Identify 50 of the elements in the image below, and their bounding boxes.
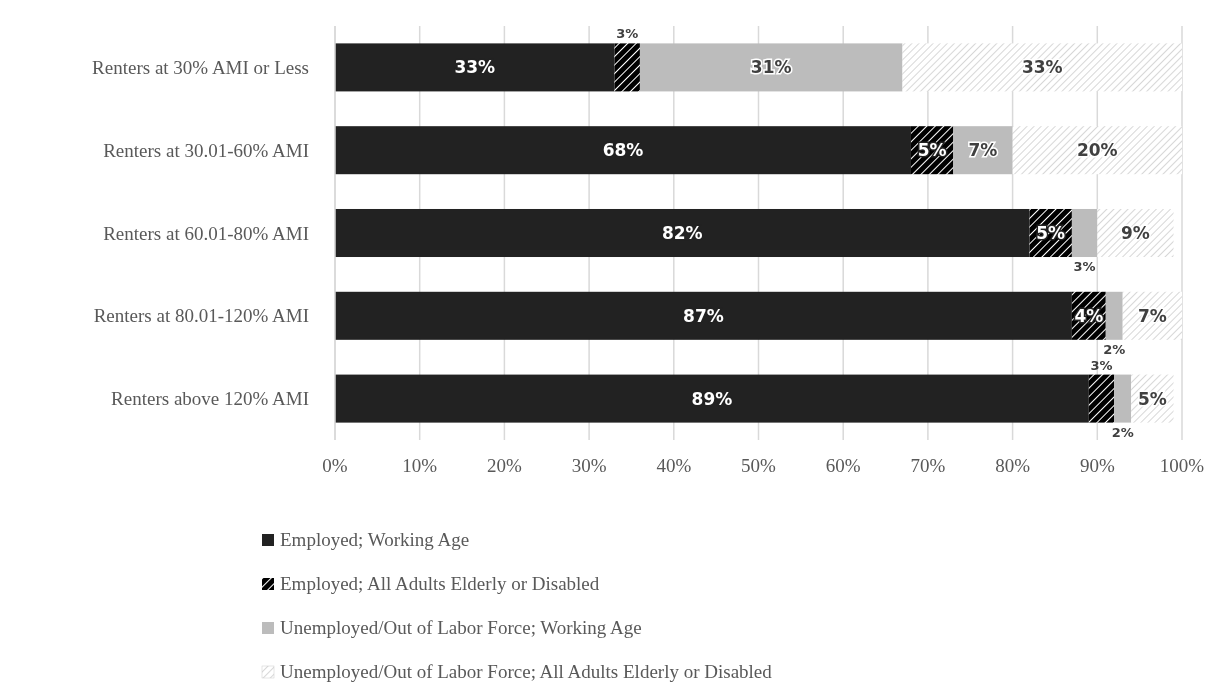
bar [614, 43, 640, 92]
y-tick-label: Renters at 30% AMI or Less [92, 57, 309, 79]
x-tick-label: 60% [825, 455, 861, 476]
x-tick-label: 40% [656, 455, 692, 476]
data-label: 7% [968, 140, 998, 161]
bar [335, 43, 615, 92]
data-label: 5% [1137, 388, 1167, 409]
data-label: 33% [1021, 57, 1063, 78]
bar [335, 291, 1072, 340]
bar [1071, 208, 1098, 258]
legend-label: Unemployed/Out of Labor Force; Working Age [280, 617, 642, 638]
x-tick-label: 0% [322, 455, 348, 476]
bar [335, 126, 911, 175]
bar [639, 43, 903, 92]
data-label: 87% [683, 305, 724, 326]
y-tick-label: Renters at 30.01-60% AMI [103, 139, 309, 161]
x-tick-label: 20% [486, 455, 522, 476]
bar [1105, 291, 1123, 340]
data-label: 9% [1120, 222, 1150, 243]
legend-label: Employed; All Adults Elderly or Disabled [280, 573, 600, 594]
y-tick-label: Renters above 120% AMI [111, 388, 309, 410]
bar [1088, 374, 1115, 423]
data-label: 3% [616, 26, 639, 42]
x-tick-label: 30% [571, 455, 607, 476]
bar [335, 374, 1089, 423]
bar [1114, 374, 1132, 423]
bar [1012, 126, 1182, 175]
data-label: 2% [1103, 341, 1126, 357]
data-label: 3% [1073, 259, 1096, 275]
data-label: 20% [1076, 140, 1118, 161]
x-tick-label: 100% [1159, 455, 1205, 476]
x-tick-label: 70% [910, 455, 946, 476]
x-tick-label: 90% [1079, 455, 1115, 476]
y-tick-label: Renters at 60.01-80% AMI [103, 222, 309, 244]
x-tick-label: 50% [741, 455, 777, 476]
bar [902, 43, 1182, 92]
data-label: 33% [454, 57, 496, 78]
data-label: 7% [1137, 305, 1167, 326]
data-label: 82% [661, 222, 703, 243]
y-tick-label: Renters at 80.01-120% AMI [93, 305, 309, 327]
data-label: 2% [1111, 424, 1134, 440]
data-label: 68% [602, 140, 644, 161]
x-tick-label: 10% [402, 455, 438, 476]
data-label: 89% [691, 388, 733, 409]
data-label: 31% [750, 57, 792, 78]
legend-label: Employed; Working Age [280, 529, 470, 550]
data-label: 3% [1090, 357, 1113, 373]
x-tick-label: 80% [995, 455, 1031, 476]
legend-label: Unemployed/Out of Labor Force; All Adults Elderly or Disabled [280, 661, 773, 682]
bar [335, 208, 1030, 258]
